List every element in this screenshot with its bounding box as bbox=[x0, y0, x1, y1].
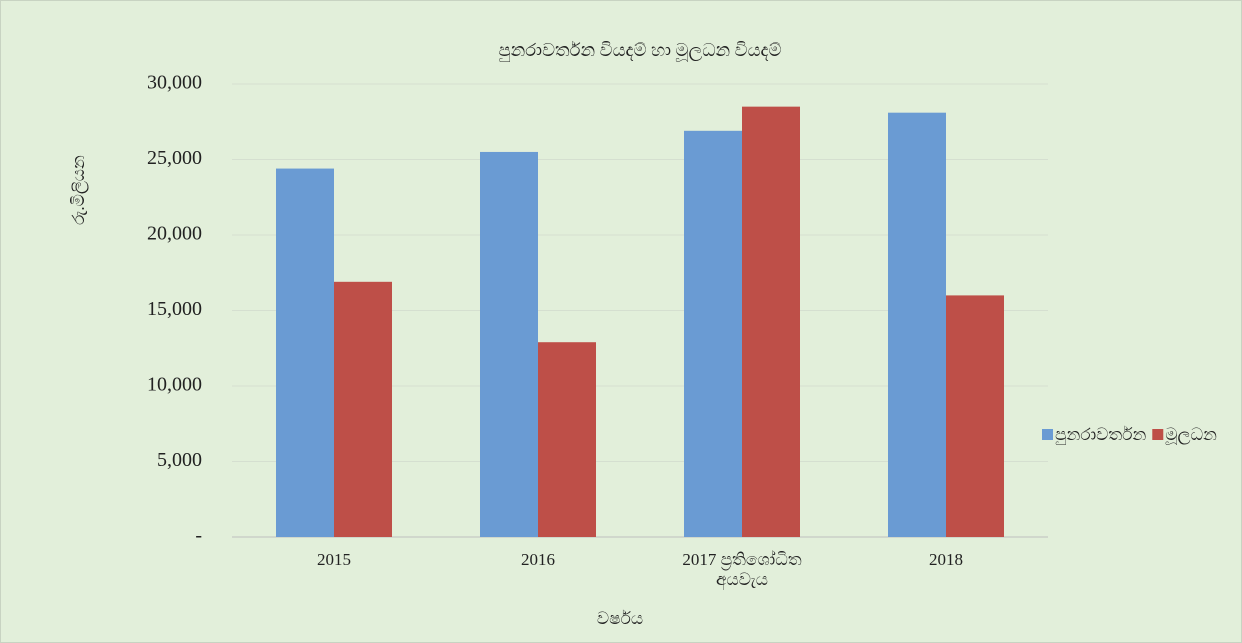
bar bbox=[888, 112, 946, 537]
y-tick-label: - bbox=[195, 525, 202, 547]
y-axis-label: රු.මිලියන bbox=[69, 155, 89, 225]
legend-swatch bbox=[1042, 429, 1053, 440]
bar bbox=[684, 130, 742, 537]
y-tick-label: 20,000 bbox=[147, 223, 202, 245]
y-tick-label: 25,000 bbox=[147, 147, 202, 169]
chart-title: පුනරාවර්තන වියදම් හා මූලධන වියදම් bbox=[499, 40, 782, 61]
x-tick-label: 2018 bbox=[929, 550, 963, 569]
bar bbox=[480, 151, 538, 537]
x-tick-label: 2016 bbox=[521, 550, 555, 569]
legend-label: පුනරාවර්තන bbox=[1055, 425, 1146, 445]
bar bbox=[276, 168, 334, 537]
x-axis-label: වර්ෂය bbox=[597, 609, 643, 628]
y-tick-label: 10,000 bbox=[147, 374, 202, 396]
bar bbox=[946, 295, 1004, 537]
y-tick-label: 5,000 bbox=[157, 449, 202, 471]
bar bbox=[334, 281, 392, 537]
bar bbox=[538, 342, 596, 537]
y-tick-label: 15,000 bbox=[147, 298, 202, 320]
x-tick-label: 2017 ප්‍රතිශෝධිත අයවැය bbox=[682, 550, 802, 589]
legend-label: මූලධන bbox=[1165, 425, 1217, 445]
legend-swatch bbox=[1152, 429, 1164, 440]
bar bbox=[742, 106, 800, 538]
x-tick-label: 2015 bbox=[317, 550, 351, 569]
y-tick-label: 30,000 bbox=[147, 72, 202, 94]
